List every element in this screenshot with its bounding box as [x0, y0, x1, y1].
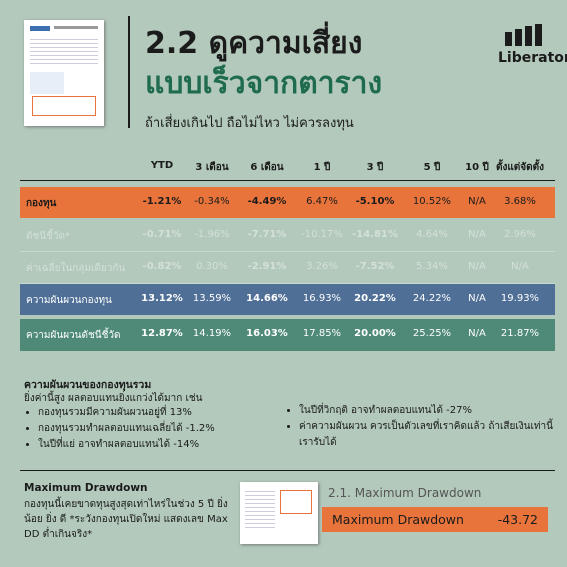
- table-cell: N/A: [468, 328, 486, 339]
- column-header: 1 ปี: [313, 162, 331, 173]
- table-cell: N/A: [468, 195, 486, 207]
- row-rule: [20, 251, 555, 252]
- table-cell: 12.87%: [141, 328, 183, 339]
- table-cell: 25.25%: [412, 328, 452, 339]
- table-cell: -10.17%: [301, 229, 343, 240]
- table-cell: -0.34%: [194, 195, 230, 207]
- row-band: [20, 187, 555, 218]
- table-cell: 0.30%: [196, 261, 228, 272]
- drawdown-box-label: Maximum Drawdown: [332, 512, 464, 527]
- drawdown-body: กองทุนนี้เคยขาดทุนสูงสุดเท่าไหร่ในช่วง 5…: [24, 499, 228, 540]
- row-band: [20, 319, 555, 351]
- table-cell: -0.82%: [142, 261, 182, 272]
- table-cell: 16.93%: [302, 292, 342, 304]
- table-cell: 5.34%: [416, 261, 448, 272]
- drawdown-heading: Maximum Drawdown: [24, 482, 148, 494]
- table-cell: 10.52%: [412, 195, 452, 207]
- table-cell: 6.47%: [306, 195, 338, 207]
- table-cell: 2.96%: [504, 229, 536, 240]
- row-label: ค่าเฉลี่ยในกลุ่มเดียวกัน: [26, 263, 126, 274]
- table-cell: 17.85%: [302, 328, 342, 339]
- bullets-left: กองทุนรวมมีความผันผวนอยู่ที่ 13%กองทุนรว…: [24, 405, 288, 453]
- table-cell: N/A: [468, 229, 486, 240]
- table-cell: 3.68%: [504, 195, 536, 207]
- table-cell: 13.59%: [192, 292, 232, 304]
- column-header: YTD: [150, 160, 174, 171]
- table-cell: -1.96%: [194, 229, 230, 240]
- table-cell: 20.22%: [354, 292, 396, 304]
- title-line2: แบบเร็วจากตาราง: [145, 66, 383, 101]
- column-header: 5 ปี: [423, 162, 441, 173]
- row-label: ความผันผวนกองทุน: [26, 294, 112, 306]
- column-header: 3 เดือน: [195, 162, 229, 173]
- row-label: ดัชนีชี้วัด*: [26, 231, 71, 242]
- table-cell: 16.03%: [246, 328, 288, 339]
- bullets-right: ในปีที่วิกฤติ อาจทำผลตอบแทนได้ -27%ค่าคว…: [285, 403, 559, 451]
- divider: [128, 16, 130, 128]
- table-cell: 20.00%: [354, 328, 396, 339]
- drawdown-thumbnail: [240, 482, 318, 544]
- row-label: กองทุน: [26, 197, 57, 209]
- table-cell: -4.49%: [247, 195, 287, 207]
- table-cell: N/A: [468, 261, 486, 272]
- table-cell: -7.71%: [247, 229, 287, 240]
- table-cell: 21.87%: [500, 328, 540, 339]
- table-cell: N/A: [511, 261, 529, 272]
- bullet: ค่าความผันผวน ควรเป็นตัวเลขที่เราคิดแล้ว…: [299, 419, 559, 451]
- logo: Liberator: [498, 50, 567, 66]
- bullet: กองทุนรวมมีความผันผวนอยู่ที่ 13%: [38, 405, 288, 421]
- row-band: [20, 284, 555, 315]
- table-cell: 14.66%: [246, 292, 288, 304]
- table-cell: -2.91%: [247, 261, 287, 272]
- drawdown-ref-title: 2.1. Maximum Drawdown: [328, 486, 482, 500]
- table-cell: 14.19%: [192, 328, 232, 339]
- document-thumbnail: [24, 20, 104, 126]
- table-cell: -1.21%: [142, 195, 182, 207]
- table-cell: 19.93%: [500, 292, 540, 304]
- column-header: 3 ปี: [366, 162, 384, 173]
- table-cell: -7.52%: [355, 261, 395, 272]
- title-line1: 2.2 ดูความเสี่ยง: [145, 26, 363, 61]
- subtitle: ถ้าเสี่ยงเกินไป ถือไม่ไหว ไม่ควรลงทุน: [145, 116, 354, 131]
- bullet: กองทุนรวมทำผลตอบแทนเฉลี่ยได้ -1.2%: [38, 421, 288, 437]
- divider: [20, 470, 555, 471]
- table-cell: N/A: [468, 292, 486, 304]
- column-header: 10 ปี: [465, 162, 489, 173]
- table-cell: 24.22%: [412, 292, 452, 304]
- table-cell: -14.81%: [352, 229, 398, 240]
- volatility-heading: ความผันผวนของกองทุนรวม: [24, 379, 152, 391]
- column-header: ตั้งแต่จัดตั้ง: [495, 162, 545, 173]
- row-rule: [20, 283, 555, 284]
- column-header: 6 เดือน: [250, 162, 284, 173]
- rule: [20, 180, 555, 181]
- table-cell: 3.26%: [306, 261, 338, 272]
- bullet: ในปีที่วิกฤติ อาจทำผลตอบแทนได้ -27%: [299, 403, 559, 419]
- table-cell: -5.10%: [355, 195, 395, 207]
- drawdown-box: Maximum Drawdown -43.72: [322, 507, 548, 532]
- logo-icon: [505, 24, 545, 46]
- table-cell: 4.64%: [416, 229, 448, 240]
- volatility-intro: ยิ่งค่านี้สูง ผลตอบแทนยิ่งแกว่งได้มาก เช…: [24, 393, 203, 404]
- bullet: ในปีที่แย่ อาจทำผลตอบแทนได้ -14%: [38, 437, 288, 453]
- table-cell: 13.12%: [141, 292, 183, 304]
- row-label: ความผันผวนดัชนีชี้วัด: [26, 330, 121, 341]
- table-cell: -0.71%: [142, 229, 182, 240]
- drawdown-box-value: -43.72: [497, 512, 538, 527]
